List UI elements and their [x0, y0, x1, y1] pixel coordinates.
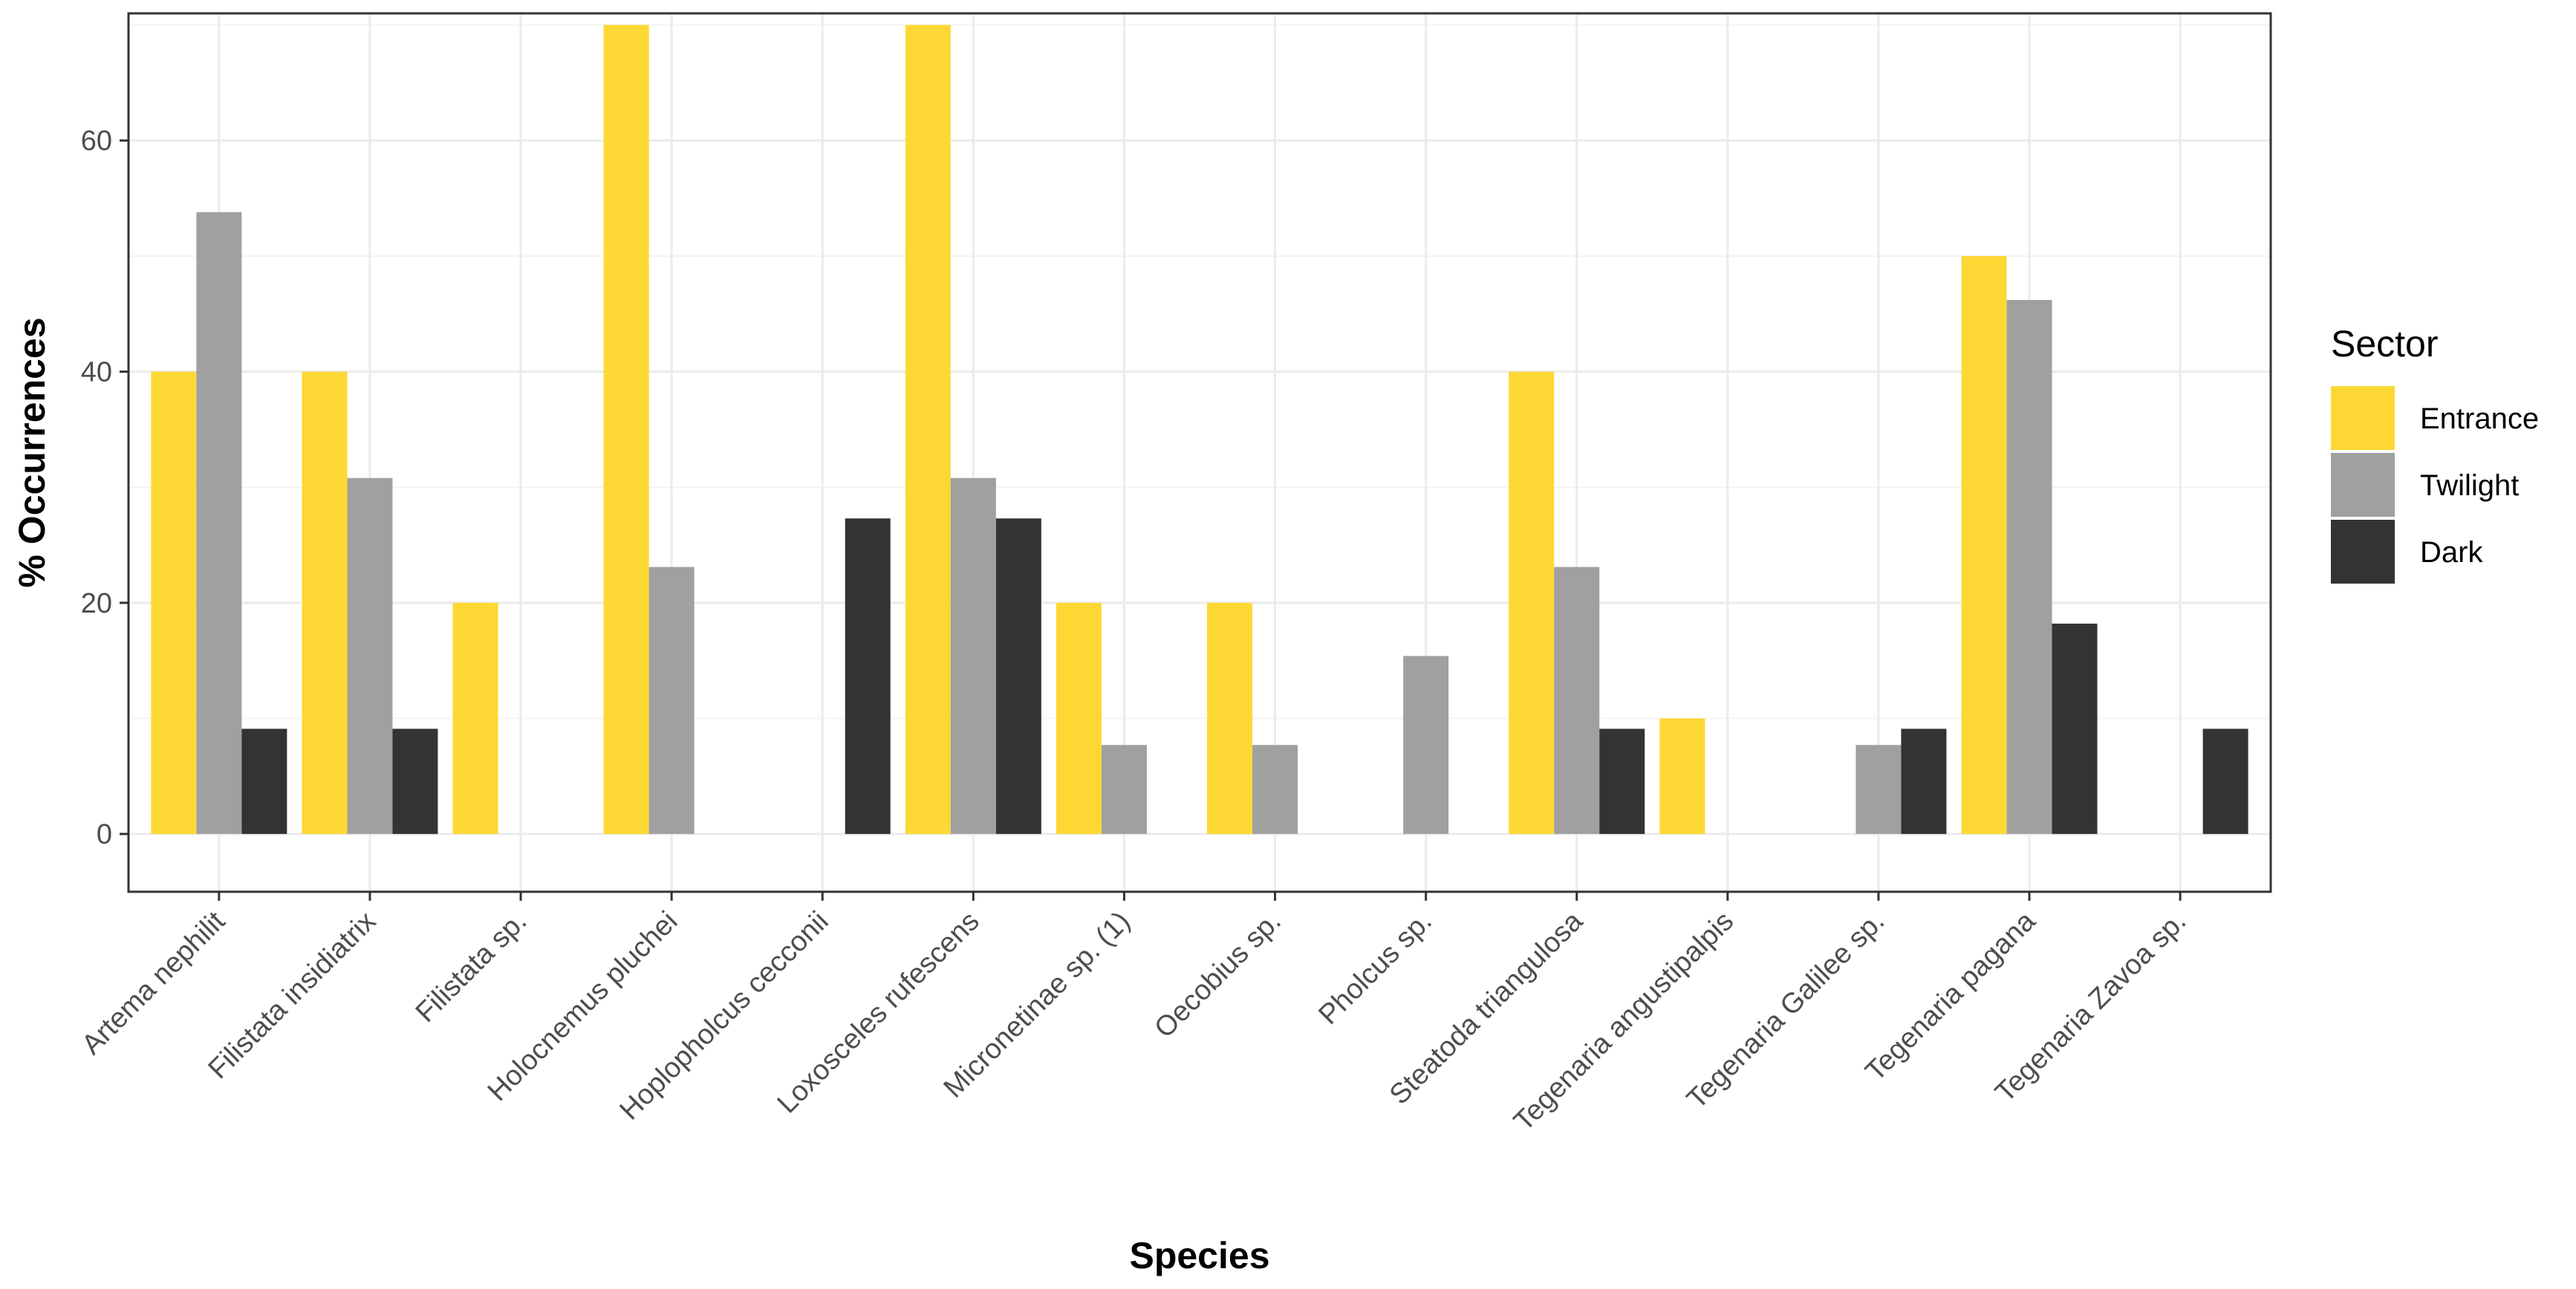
bar-entrance	[1961, 255, 2007, 835]
bar-entrance	[1207, 602, 1253, 835]
x-tick-label: Pholcus sp.	[1313, 906, 1438, 1031]
bar-dark	[995, 518, 1041, 835]
y-axis-title: % Occurrences	[11, 317, 53, 587]
bar-dark	[392, 728, 438, 835]
bar-entrance	[1056, 602, 1102, 835]
x-tick-label: Oecobius sp.	[1148, 906, 1287, 1045]
x-tick-label: Artema nephilit	[76, 905, 231, 1060]
bar-twilight	[2006, 300, 2052, 835]
bar-entrance	[302, 371, 348, 835]
legend-key-entrance	[2331, 386, 2395, 450]
x-tick-label: Filistata sp.	[410, 906, 533, 1029]
y-tick-label: 0	[97, 819, 112, 850]
bar-twilight	[1554, 567, 1600, 835]
bar-dark	[2052, 623, 2098, 835]
legend-label: Twilight	[2420, 469, 2519, 502]
y-tick-label: 40	[81, 357, 112, 388]
bar-twilight	[1101, 745, 1147, 835]
y-axis: 0 20 40 60	[81, 125, 129, 850]
bar-dark	[845, 518, 891, 835]
bar-twilight	[1403, 656, 1449, 835]
bar-entrance	[1659, 718, 1705, 835]
bars	[151, 25, 2248, 835]
bar-dark	[1599, 728, 1645, 835]
y-tick-label: 60	[81, 125, 112, 157]
bar-entrance	[1509, 371, 1555, 835]
bar-entrance	[151, 371, 197, 835]
bar-dark	[241, 728, 287, 835]
legend-title: Sector	[2331, 323, 2439, 365]
bar-twilight	[1855, 745, 1902, 835]
legend-label: Dark	[2420, 536, 2483, 569]
legend-label: Entrance	[2420, 402, 2539, 435]
bar-entrance	[603, 25, 649, 835]
grid	[129, 13, 2271, 892]
x-tick-label: Tegenaria pagana	[1860, 905, 2042, 1087]
bar-twilight	[950, 477, 996, 835]
bar-entrance	[452, 602, 498, 835]
bar-twilight	[648, 567, 695, 835]
bar-dark	[2202, 728, 2248, 835]
bar-twilight	[347, 477, 393, 835]
bar-entrance	[905, 25, 951, 835]
legend-key-twilight	[2331, 453, 2395, 517]
legend-key-dark	[2331, 520, 2395, 584]
panel-border	[127, 12, 2272, 893]
bar-dark	[1901, 728, 1947, 835]
x-tick-label: Filistata insidiatrix	[203, 906, 383, 1086]
x-axis-title: Species	[1129, 1235, 1269, 1276]
y-tick-label: 20	[81, 588, 112, 619]
bar-twilight	[1252, 745, 1298, 835]
bar-twilight	[196, 212, 242, 835]
legend: Sector Entrance Twilight Dark	[2331, 323, 2539, 584]
